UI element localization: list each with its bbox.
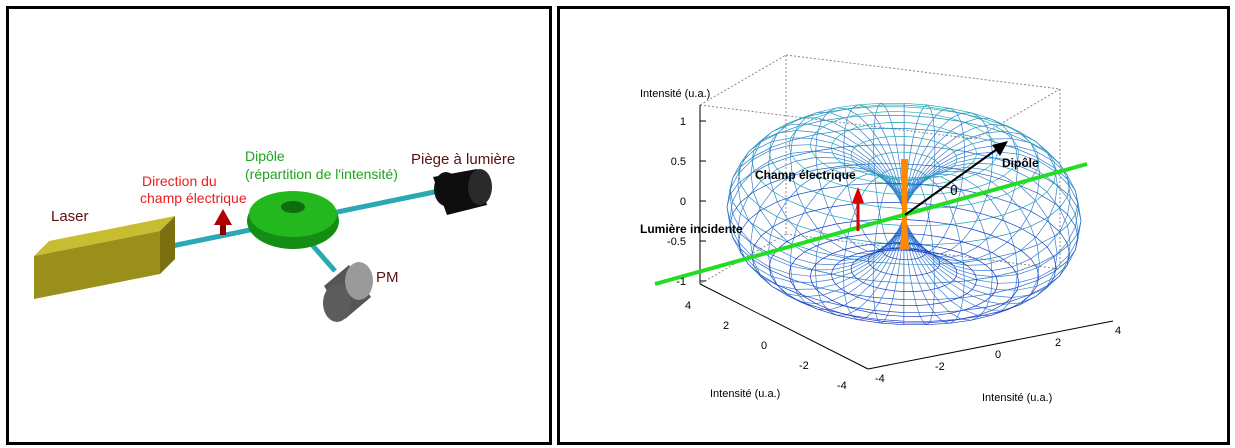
mesh-parallel [881, 242, 927, 261]
theta-label: θ [950, 182, 958, 198]
mesh-parallel [809, 242, 999, 317]
mesh-parallel [729, 163, 1079, 301]
radiation-pattern-plot: 1 0.5 0 -0.5 -1 4 2 0 -2 -4 4 2 0 -2 -4 Intensité (u… [640, 54, 1121, 404]
dipole-radiation-mesh [726, 102, 1082, 326]
y-axis-ticks: 4 2 0 -2 -4 [875, 325, 1121, 385]
x-tick-label: -4 [837, 380, 847, 392]
mesh-parallel [850, 249, 958, 292]
y-tick-label: 4 [1115, 325, 1121, 337]
x-axis-label: Intensité (u.a.) [710, 388, 780, 400]
mesh-parallel [729, 127, 1079, 265]
z-tick-label: 0 [680, 196, 686, 208]
laser-device [34, 216, 175, 299]
pm-label: PM [376, 269, 399, 286]
x-axis-ticks: 4 2 0 -2 -4 [685, 300, 847, 392]
mesh-meridian [903, 162, 1071, 298]
field-direction-arrow [214, 209, 232, 235]
mesh-parallel [768, 218, 1040, 326]
y-tick-label: 0 [995, 349, 1001, 361]
incident-light-label: Lumière incidente [640, 222, 743, 236]
z-axis-label: Intensité (u.a.) [640, 88, 710, 100]
mesh-meridian [903, 124, 1041, 262]
y-tick-label: 2 [1055, 337, 1061, 349]
z-tick-label: -1 [676, 276, 686, 288]
y-tick-label: -4 [875, 373, 885, 385]
z-tick-label: 1 [680, 116, 686, 128]
y-tick-label: -2 [935, 361, 945, 373]
z-tick-label: 0.5 [671, 156, 686, 168]
z-tick-label: -0.5 [667, 236, 686, 248]
mesh-parallel [831, 248, 977, 306]
mesh-parallel [751, 201, 1057, 322]
direction-label-1: Direction du [142, 173, 217, 189]
mesh-parallel [726, 144, 1082, 284]
direction-label-2: champ électrique [140, 190, 247, 206]
x-tick-label: -2 [799, 360, 809, 372]
mesh-parallel [788, 232, 1020, 324]
pm-device [323, 262, 373, 322]
x-tick-label: 4 [685, 300, 691, 312]
experiment-schematic: Laser Direction du champ électrique Dipô… [34, 148, 515, 322]
z-axis-ticks: 1 0.5 0 -0.5 -1 [667, 116, 706, 288]
dipole-label-2: (répartition de l'intensité) [245, 166, 398, 182]
x-tick-label: 2 [723, 320, 729, 332]
x-tick-label: 0 [761, 340, 767, 352]
radiation-pattern-panel: 1 0.5 0 -0.5 -1 4 2 0 -2 -4 4 2 0 -2 -4 Intensité (u… [557, 6, 1230, 445]
field-plot-label: Champ électrique [755, 168, 856, 182]
mesh-meridian [737, 130, 905, 266]
mesh-parallel [867, 247, 941, 277]
laser-label: Laser [51, 208, 89, 225]
dipole-direction-arrow [904, 141, 1008, 216]
experiment-schematic-panel: Laser Direction du champ électrique Dipô… [6, 6, 552, 445]
incident-light-line [654, 162, 1088, 286]
axes-lines [699, 105, 1114, 370]
dipole-plot-label: Dipôle [1002, 156, 1039, 170]
y-axis-label: Intensité (u.a.) [982, 392, 1052, 404]
light-trap-label: Piège à lumière [411, 151, 515, 168]
light-trap [433, 169, 492, 215]
dipole-label-1: Dipôle [245, 148, 285, 164]
dipole-core [900, 159, 909, 249]
electric-field-arrow [852, 187, 864, 231]
mesh-parallel [738, 182, 1070, 314]
dipole-torus [247, 191, 339, 249]
